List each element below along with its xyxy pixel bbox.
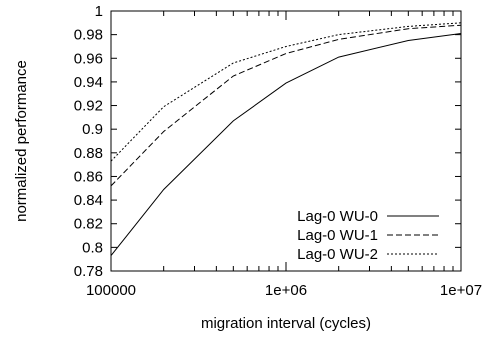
y-tick-label: 0.96 (74, 50, 103, 67)
series-line-lag-0-wu-2 (110, 22, 462, 162)
y-tick-label: 0.86 (74, 168, 103, 185)
y-axis-label: normalized performance (13, 60, 30, 222)
y-tick-label: 0.78 (74, 263, 103, 280)
x-tick-label: 1e+07 (440, 282, 482, 299)
x-tick-label: 100000 (86, 282, 136, 299)
x-axis-label: migration interval (cycles) (201, 315, 371, 332)
y-tick-label: 0.94 (74, 74, 103, 91)
series-line-lag-0-wu-0 (110, 33, 462, 256)
x-tick-label: 1e+06 (265, 282, 307, 299)
y-tick-label: 0.84 (74, 192, 103, 209)
plot-frame (110, 10, 462, 272)
y-tick-label: 0.88 (74, 145, 103, 162)
y-tick-label: 0.8 (82, 239, 103, 256)
y-tick-label: 0.9 (82, 121, 103, 138)
legend-label: Lag-0 WU-2 (297, 246, 378, 263)
axis-ticks: 0.78 0.8 0.82 0.84 0.86 0.88 0.9 0.92 0.94 0.96 0.… (74, 3, 482, 299)
legend-label: Lag-0 WU-1 (297, 227, 378, 244)
plot-marks (110, 22, 462, 256)
legend: Lag-0 WU-0 Lag-0 WU-1 Lag-0 WU-2 (297, 208, 439, 263)
y-tick-label: 0.92 (74, 98, 103, 115)
y-tick-label: 0.98 (74, 27, 103, 44)
series-line-lag-0-wu-1 (110, 24, 462, 187)
y-tick-label: 1 (95, 3, 103, 20)
y-tick-label: 0.82 (74, 216, 103, 233)
legend-label: Lag-0 WU-0 (297, 208, 378, 225)
